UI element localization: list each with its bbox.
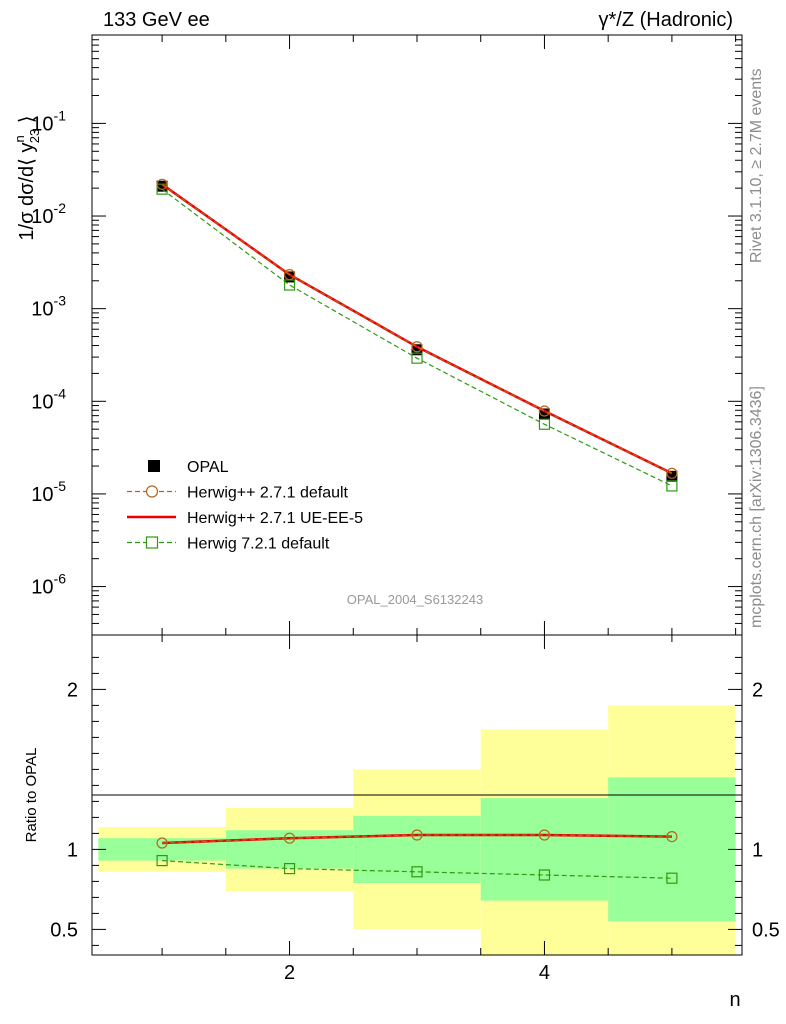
main-herwig-2-7-1-default-marker [283, 269, 296, 281]
legend-opal-swatch [148, 460, 160, 472]
ratio-y-tick-label-right: 2 [752, 679, 763, 701]
y-tick-label: 10-4 [31, 385, 66, 413]
legend-herwig-2-7-1-default-label: Herwig++ 2.7.1 default [187, 485, 349, 502]
ratio-herwig-7-2-1-default-marker [283, 862, 296, 875]
ratio-y-tick-label-left: 0.5 [50, 919, 78, 941]
main-opal-point [156, 180, 168, 192]
ratio-green-band [353, 815, 481, 883]
main-axis-ticks [92, 34, 742, 636]
ratio-herwig-2-7-1-default-marker [666, 830, 678, 843]
ratio-uncertainty-bands [98, 705, 736, 955]
mcplots-label: mcplots.cern.ch [arXiv:1306.3436] [748, 386, 765, 628]
main-herwig-7-2-1-default-marker [411, 352, 423, 364]
ratio-y-tick-labels: 2 2 1 1 0.5 0.5 [50, 679, 780, 941]
y-tick-label-exponent: -5 [54, 478, 67, 494]
ratio-green-band [608, 777, 736, 922]
ratio-y-axis-label: Ratio to OPAL [23, 748, 40, 843]
ratio-herwig-7-2-1-default-marker [538, 869, 551, 881]
legend-opal-label: OPAL [187, 459, 229, 476]
legend: OPAL Herwig++ 2.7.1 default Herwig++ 2.7.1… [127, 459, 363, 553]
x-tick-label: 2 [284, 962, 295, 984]
legend-herwig-2-7-1-ue-ee-5-label: Herwig++ 2.7.1 UE-EE-5 [187, 510, 363, 527]
main-herwig-7-2-1-default-line [161, 188, 673, 487]
main-opal-point [666, 470, 678, 482]
ratio-y-tick-label-left: 2 [67, 679, 78, 701]
header-right-title: γ*/Z (Hadronic) [599, 9, 733, 31]
ratio-herwig-2-7-1-default-marker [538, 829, 551, 841]
main-herwig-2-7-1-ue-ee-5-line [161, 183, 673, 475]
y-tick-label: 10-3 [31, 293, 66, 321]
main-opal-point [538, 408, 550, 420]
ratio-herwig-7-2-1-default-line [162, 860, 672, 879]
ratio-y-tick-label-right: 1 [752, 839, 763, 861]
ratio-series-group [156, 829, 678, 884]
ratio-green-band [480, 798, 609, 901]
y-tick-label-exponent: -4 [54, 385, 67, 401]
x-axis-label: n [729, 989, 740, 1011]
header-left-title: 133 GeV ee [103, 9, 210, 31]
y-tick-label-exponent: -1 [54, 107, 67, 123]
main-herwig-2-7-1-default-marker [538, 405, 551, 417]
main-opal-point [284, 271, 296, 283]
rivet-version-label: Rivet 3.1.10, ≥ 2.7M events [748, 68, 765, 263]
x-tick-label: 4 [539, 962, 550, 984]
ratio-herwig-7-2-1-default-marker [411, 866, 423, 878]
y-tick-label-exponent: -6 [54, 571, 67, 587]
y-tick-label-exponent: -3 [54, 293, 67, 309]
ratio-axis-ticks [92, 635, 742, 955]
legend-herwig-2-7-1-default-marker [145, 485, 159, 498]
ratio-herwig-2-7-1-default-marker [156, 837, 168, 849]
y-tick-label: 10-6 [31, 571, 66, 599]
main-herwig-2-7-1-default-line [161, 183, 673, 474]
analysis-id-label: OPAL_2004_S6132243 [347, 592, 483, 607]
ratio-herwig-7-2-1-default-marker [666, 872, 678, 884]
main-herwig-7-2-1-default-marker [538, 418, 551, 430]
ratio-green-band [98, 838, 226, 861]
y-tick-label: 10-5 [31, 478, 66, 506]
main-opal-point [411, 344, 423, 356]
main-plot-panel: 10-110-210-310-410-510-6 1/σ dσ/d⟨ yn23 … [12, 34, 743, 636]
legend-herwig-7-2-1-default-marker [145, 536, 159, 549]
y-tick-label-exponent: -2 [54, 200, 67, 216]
main-herwig-2-7-1-default-marker [666, 467, 678, 479]
main-y-axis-label: 1/σ dσ/d⟨ yn23 ⟩ [12, 115, 42, 240]
legend-herwig-7-2-1-default-label: Herwig 7.2.1 default [187, 536, 330, 553]
main-herwig-7-2-1-default-marker [666, 480, 678, 492]
ratio-herwig-2-7-1-default-line [162, 834, 672, 844]
ratio-herwig-7-2-1-default-marker [156, 854, 168, 867]
ratio-herwig-2-7-1-default-marker [283, 832, 296, 844]
ratio-plot-frame [91, 634, 743, 956]
main-series-group [156, 178, 678, 492]
ratio-herwig-2-7-1-default-marker [411, 829, 423, 841]
ratio-y-tick-label-left: 1 [67, 839, 78, 861]
ratio-y-tick-label-right: 0.5 [752, 919, 780, 941]
main-herwig-2-7-1-default-marker [156, 178, 168, 190]
main-herwig-2-7-1-default-marker [411, 341, 423, 353]
